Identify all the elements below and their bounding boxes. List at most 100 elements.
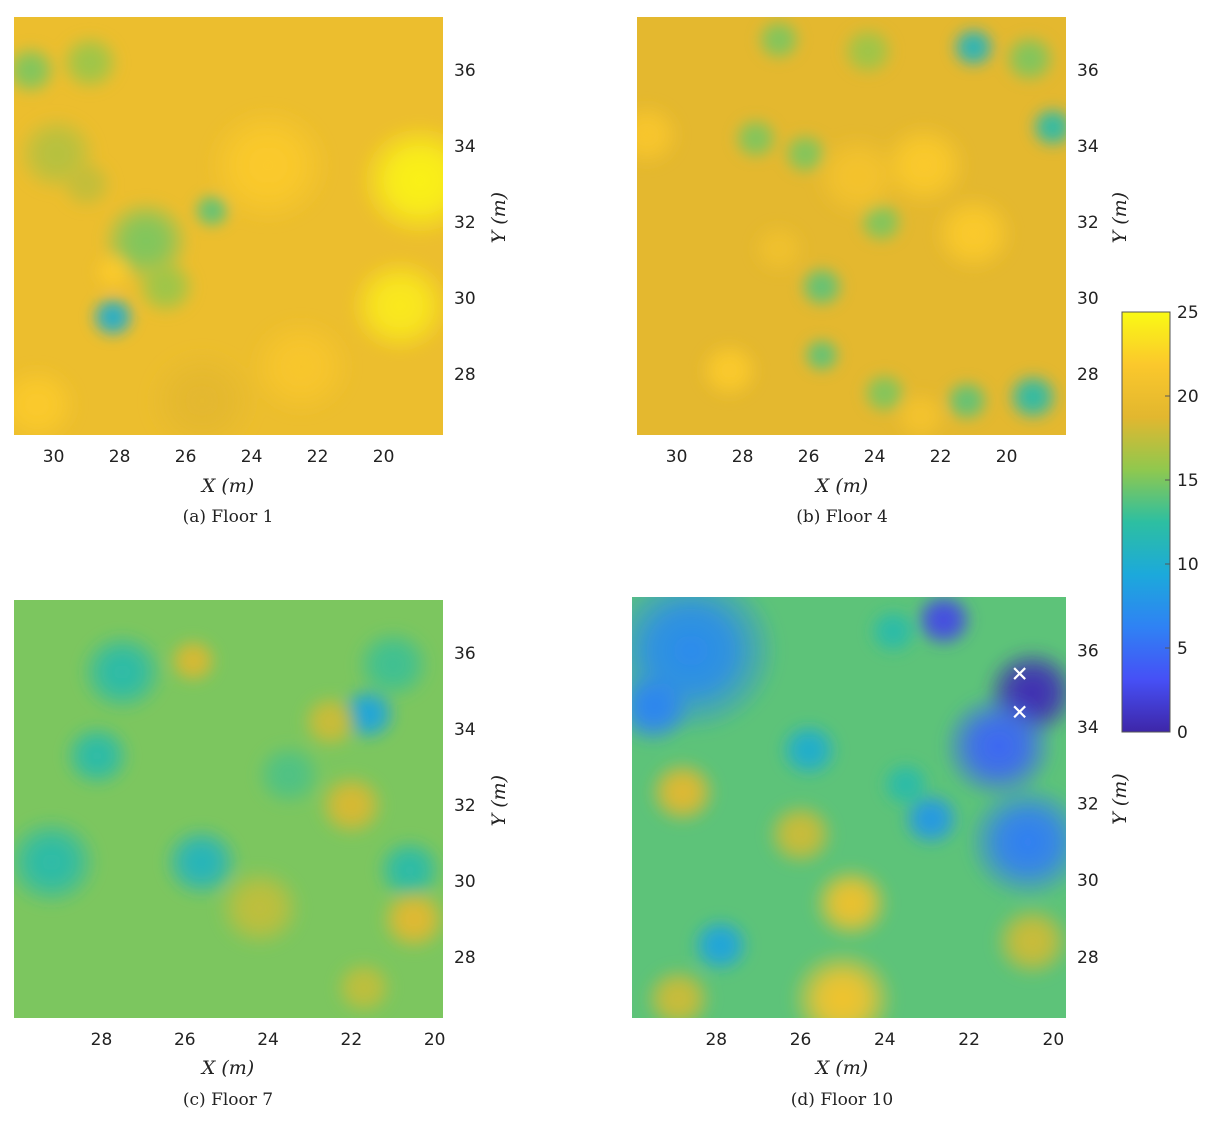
x-tick-label: 28 [705, 1030, 727, 1050]
heatmap-blob [14, 43, 59, 97]
y-tick-label: 32 [1077, 795, 1099, 815]
x-tick-label: 20 [996, 447, 1018, 467]
heatmap-blob [58, 32, 122, 93]
y-tick-label: 36 [454, 61, 476, 81]
panel-caption: (d) Floor 10 [791, 1090, 893, 1110]
heatmap-blob [14, 816, 100, 909]
colorbar-tick-label: 20 [1177, 387, 1199, 407]
heatmap-blob [92, 251, 134, 292]
heatmap-floor-1: 30 28 26 24 22 20 28 30 32 34 36 X (m) Y (m) (a) Floo… [14, 17, 510, 527]
y-tick-label: 36 [454, 644, 476, 664]
y-tick-label: 34 [1077, 718, 1099, 738]
x-tick-label: 26 [798, 447, 820, 467]
heatmap-blob [58, 157, 115, 211]
heatmap-blob [134, 257, 197, 317]
heatmap-blob [879, 759, 933, 810]
heatmap-blob [146, 348, 258, 435]
heatmap-blob [88, 294, 138, 341]
y-tick-label: 28 [454, 365, 476, 385]
y-axis-label: Y (m) [488, 775, 510, 826]
heatmap-blob [801, 335, 843, 376]
x-tick-label: 22 [307, 447, 329, 467]
heatmap-floor-7: 28 26 24 22 20 28 30 32 34 36 X (m) Y (m) (c) Floor … [14, 600, 510, 1110]
x-tick-label: 20 [373, 447, 395, 467]
heatmap-blob [637, 101, 682, 168]
heatmap-blob [378, 885, 443, 953]
y-axis-label: Y (m) [1109, 192, 1131, 243]
y-tick-label: 34 [454, 720, 476, 740]
heatmap-blob [731, 115, 781, 162]
y-tick-label: 36 [1077, 61, 1099, 81]
heatmap-blob [333, 958, 395, 1017]
x-axis-label: X (m) [814, 475, 868, 497]
x-tick-label: 20 [1043, 1030, 1065, 1050]
heatmap-blob [78, 630, 167, 714]
y-tick-label: 36 [1077, 642, 1099, 662]
heatmap-blob [62, 722, 133, 790]
heatmap-blob [751, 222, 807, 276]
x-axis-label: X (m) [200, 1057, 254, 1079]
x-tick-label: 26 [790, 1030, 812, 1050]
y-tick-label: 30 [1077, 871, 1099, 891]
heatmap-blob [216, 866, 304, 950]
heatmap-field [637, 17, 1066, 435]
colorbar-tick-label: 10 [1177, 555, 1199, 575]
heatmap-blob [374, 836, 443, 904]
y-tick-label: 28 [1077, 365, 1099, 385]
x-tick-label: 22 [958, 1030, 980, 1050]
heatmap-blob [942, 377, 992, 424]
x-tick-label: 24 [874, 1030, 896, 1050]
heatmap-blob [811, 865, 891, 942]
x-tick-label: 28 [91, 1030, 113, 1050]
heatmap-blob [162, 824, 241, 900]
x-tick-label: 28 [732, 447, 754, 467]
heatmap-blob [698, 340, 761, 401]
colorbar-tick-label: 25 [1177, 303, 1199, 323]
y-tick-label: 32 [454, 213, 476, 233]
y-tick-label: 30 [454, 872, 476, 892]
colorbar: 0 5 10 15 20 25 [1121, 303, 1199, 743]
heatmap-blob [932, 194, 1016, 274]
heatmap-blob [1005, 370, 1061, 424]
x-tick-label: 28 [109, 447, 131, 467]
x-marker [1013, 705, 1026, 719]
heatmap-blob [949, 24, 998, 71]
colorbar-tick-label: 5 [1177, 639, 1188, 659]
panel-caption: (c) Floor 7 [183, 1090, 273, 1110]
heatmap-blob [813, 133, 904, 220]
y-tick-label: 34 [1077, 137, 1099, 157]
x-tick-label: 26 [174, 1030, 196, 1050]
x-tick-label: 26 [175, 447, 197, 467]
y-axis-label: Y (m) [1109, 773, 1131, 824]
heatmap-blob [642, 965, 714, 1018]
y-tick-label: 34 [454, 137, 476, 157]
heatmap-blob [765, 800, 836, 868]
heatmap-blob [840, 24, 896, 78]
x-tick-label: 24 [864, 447, 886, 467]
x-tick-label: 22 [930, 447, 952, 467]
y-tick-label: 30 [1077, 289, 1099, 309]
x-axis-label: X (m) [814, 1057, 868, 1079]
heatmap-blob [1028, 104, 1066, 151]
heatmap-blob [893, 389, 949, 435]
y-tick-label: 32 [454, 796, 476, 816]
heatmap-blob [992, 903, 1066, 980]
heatmap-blob [789, 948, 896, 1018]
heatmap-blob [1001, 32, 1058, 86]
heatmap-blob [632, 670, 693, 746]
y-tick-label: 30 [454, 289, 476, 309]
heatmap-blob [249, 317, 354, 417]
panel-caption: (b) Floor 4 [796, 507, 888, 527]
heatmap-field [14, 17, 443, 435]
heatmap-blob [316, 771, 387, 839]
y-tick-label: 28 [454, 948, 476, 968]
heatmap-blob [166, 635, 220, 686]
heatmap-blob [647, 758, 718, 826]
x-marker [1013, 667, 1026, 680]
colorbar-tick-label: 15 [1177, 471, 1199, 491]
heatmap-blob [966, 782, 1066, 901]
heatmap-blob [205, 105, 331, 225]
heatmap-blob [689, 915, 752, 975]
heatmap-blob [353, 627, 433, 703]
panel-caption: (a) Floor 1 [183, 507, 274, 527]
